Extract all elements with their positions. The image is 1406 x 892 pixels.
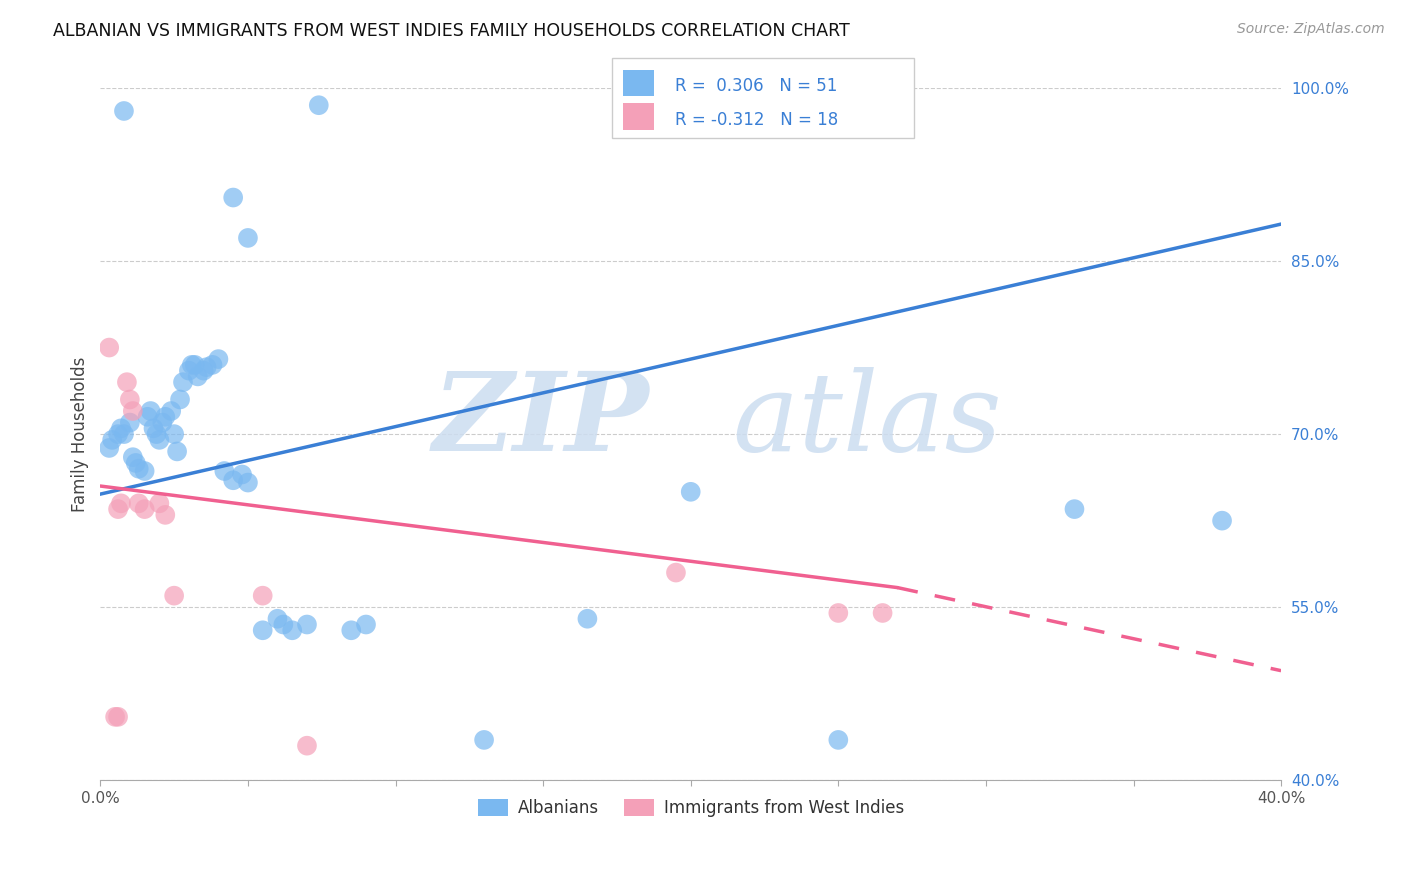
Text: atlas: atlas [733,367,1001,474]
Point [150,416,173,430]
Point [273,617,295,632]
Point [110,421,132,435]
Point [827,606,849,620]
Point [665,566,688,580]
Point [1063,502,1085,516]
Point [184,358,207,372]
Point [112,103,135,118]
Point [222,190,245,204]
Point [308,98,330,112]
Point [160,404,183,418]
Point [214,464,236,478]
Point [112,427,135,442]
Point [169,392,191,407]
Point [155,409,177,424]
Point [172,375,194,389]
Point [118,392,141,407]
Point [576,612,599,626]
Point [295,739,318,753]
Point [201,358,224,372]
Point [1211,514,1233,528]
Point [281,624,304,638]
Text: ZIP: ZIP [433,367,650,474]
Legend: Albanians, Immigrants from West Indies: Albanians, Immigrants from West Indies [471,792,911,824]
Point [231,467,253,482]
Point [340,624,363,638]
Point [110,496,132,510]
Text: ALBANIAN VS IMMIGRANTS FROM WEST INDIES FAMILY HOUSEHOLDS CORRELATION CHART: ALBANIAN VS IMMIGRANTS FROM WEST INDIES … [53,22,851,40]
Point [155,508,177,522]
Point [128,496,150,510]
Point [163,589,186,603]
Point [266,612,288,626]
Point [139,404,162,418]
Point [104,710,127,724]
Point [177,364,200,378]
Point [134,464,156,478]
Point [148,496,170,510]
Point [472,732,495,747]
Point [134,502,156,516]
Text: R = -0.312   N = 18: R = -0.312 N = 18 [675,111,838,128]
Point [125,456,148,470]
Y-axis label: Family Households: Family Households [72,357,89,512]
Point [187,369,209,384]
Point [136,409,159,424]
Point [121,450,143,465]
Point [354,617,377,632]
Point [163,427,186,442]
Text: Source: ZipAtlas.com: Source: ZipAtlas.com [1237,22,1385,37]
Point [193,364,215,378]
Point [679,484,702,499]
Point [195,360,218,375]
Point [207,352,229,367]
Point [148,433,170,447]
Point [872,606,894,620]
Point [222,473,245,487]
Point [252,624,274,638]
Point [145,427,167,442]
Point [236,231,259,245]
Point [827,732,849,747]
Point [252,589,274,603]
Point [128,461,150,475]
Point [121,404,143,418]
Point [118,416,141,430]
Point [236,475,259,490]
Point [101,433,124,447]
Text: R =  0.306   N = 51: R = 0.306 N = 51 [675,77,837,95]
Point [142,421,165,435]
Point [115,375,138,389]
Point [98,341,121,355]
Point [98,441,121,455]
Point [107,502,129,516]
Point [180,358,202,372]
Point [166,444,188,458]
Point [107,427,129,442]
Point [107,710,129,724]
Point [295,617,318,632]
